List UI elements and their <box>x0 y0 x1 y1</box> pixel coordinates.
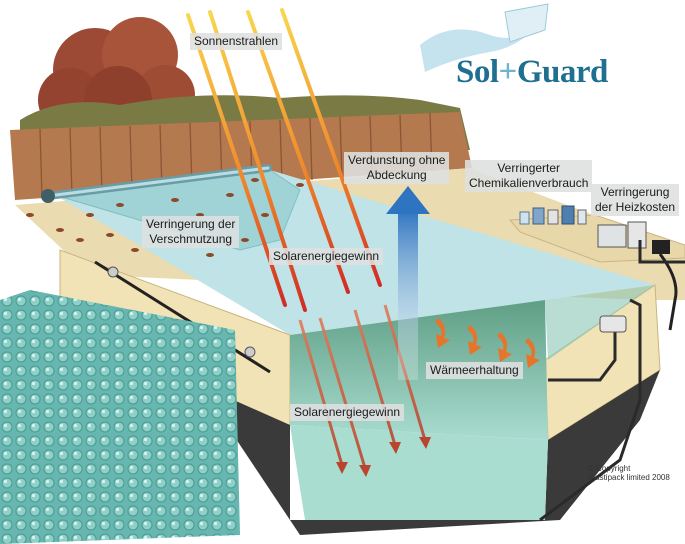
underwater-arrowheads <box>336 437 431 477</box>
label-chemicals: Verringerter Chemikalienverbrauch <box>465 160 593 192</box>
label-evaporation: Verdunstung ohne Abdeckung <box>344 152 450 184</box>
copyright-notice: © Copyright Plastipack limited 2008 <box>588 464 670 482</box>
logo-plus: + <box>498 54 518 90</box>
evaporation-arrow <box>386 186 430 380</box>
logo-part1: Sol <box>456 54 499 90</box>
logo-part2: Guard <box>516 54 609 90</box>
leaves <box>26 178 304 257</box>
solguard-logo: Sol+Guard <box>456 54 608 91</box>
deep-water-floor <box>290 425 548 520</box>
pipes <box>539 240 685 522</box>
chemical-containers <box>519 205 587 225</box>
heat-retention-arrows <box>435 318 540 368</box>
bubble-cover-inset <box>0 290 240 544</box>
label-sun-rays: Sonnenstrahlen <box>190 33 283 50</box>
label-heating-costs: Verringerung der Heizkosten <box>591 184 680 216</box>
label-heat-retention: Wärmeerhaltung <box>426 362 523 379</box>
fence <box>10 112 472 200</box>
pool-shell <box>200 370 660 535</box>
label-solar-gain-top: Solarenergiegewinn <box>269 248 384 265</box>
fence-slats <box>39 112 433 199</box>
logo-wave-graphic <box>420 3 549 72</box>
skimmer <box>599 315 627 333</box>
label-dirt-reduction: Verringerung der Verschmutzung <box>142 216 240 248</box>
label-solar-gain-bottom: Solarenergiegewinn <box>290 404 405 421</box>
